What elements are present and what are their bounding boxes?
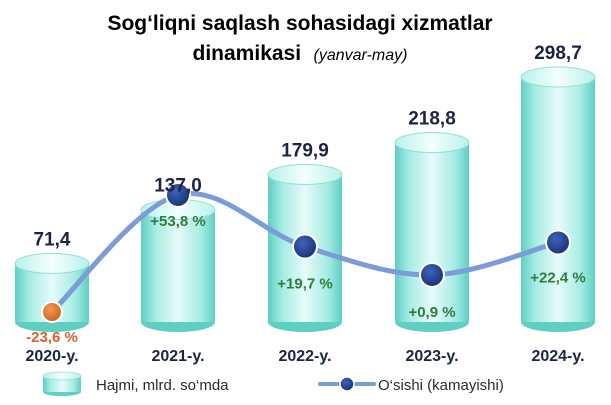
category-label: 2024-y. bbox=[531, 348, 584, 365]
bar-top bbox=[14, 252, 90, 274]
legend-marker-icon bbox=[339, 376, 355, 392]
category-axis: 2020-y. 2021-y. 2022-y. 2023-y. 2024-y. bbox=[25, 348, 584, 365]
legend-label-growth: O‘sishi (kamayishi) bbox=[378, 377, 504, 394]
legend-cylinder-top bbox=[42, 371, 82, 381]
bar-body bbox=[141, 209, 215, 322]
category-label: 2022-y. bbox=[278, 348, 331, 365]
growth-marker bbox=[165, 182, 191, 208]
bar-2024-y. bbox=[520, 66, 596, 332]
legend: Hajmi, mlrd. so‘mda O‘sishi (kamayishi) bbox=[42, 371, 504, 396]
growth-marker bbox=[41, 301, 63, 323]
bar-top bbox=[520, 66, 596, 88]
legend-item-volume: Hajmi, mlrd. so‘mda bbox=[42, 371, 229, 396]
bar-value-label: 71,4 bbox=[34, 229, 71, 250]
bar-top bbox=[394, 132, 470, 154]
category-label: 2021-y. bbox=[151, 348, 204, 365]
chart-title-line2: dinamikasi (yanvar-may) bbox=[193, 42, 408, 65]
line-layer bbox=[41, 182, 571, 323]
growth-percent-label: +0,9 % bbox=[408, 304, 455, 321]
growth-percent-label: -23,6 % bbox=[26, 329, 78, 346]
category-label: 2023-y. bbox=[405, 348, 458, 365]
bar-body bbox=[395, 142, 469, 322]
growth-marker bbox=[419, 261, 445, 288]
legend-label-volume: Hajmi, mlrd. so‘mda bbox=[96, 377, 229, 394]
chart-title-second-line: dinamikasi bbox=[193, 42, 302, 65]
bar-2020-y. bbox=[14, 252, 90, 332]
bars-layer bbox=[14, 66, 596, 332]
bar-2022-y. bbox=[267, 163, 343, 332]
labels-layer: 71,4 137,0 179,9 218,8 298,7 -23,6 % +53,8 % +1… bbox=[26, 43, 586, 346]
bar-value-label: 298,7 bbox=[534, 43, 582, 64]
bar-value-label: 218,8 bbox=[408, 109, 456, 130]
bar-value-label: 179,9 bbox=[281, 140, 329, 161]
growth-percent-label: +19,7 % bbox=[277, 276, 332, 293]
legend-item-growth: O‘sishi (kamayishi) bbox=[318, 376, 504, 394]
chart-title: Sog‘liqni saqlash sohasidagi xizmatlar bbox=[107, 12, 492, 35]
bar-value-label: 137,0 bbox=[154, 176, 202, 197]
category-label: 2020-y. bbox=[25, 348, 78, 365]
growth-percent-label: +53,8 % bbox=[150, 213, 205, 230]
growth-marker bbox=[545, 229, 571, 256]
bar-top bbox=[267, 163, 343, 185]
legend-cylinder-icon bbox=[43, 376, 81, 392]
bar-body bbox=[521, 77, 595, 322]
bar-2023-y. bbox=[394, 132, 470, 332]
growth-marker bbox=[292, 233, 318, 260]
chart-subtitle: (yanvar-may) bbox=[314, 47, 408, 64]
growth-percent-label: +22,4 % bbox=[530, 269, 585, 286]
